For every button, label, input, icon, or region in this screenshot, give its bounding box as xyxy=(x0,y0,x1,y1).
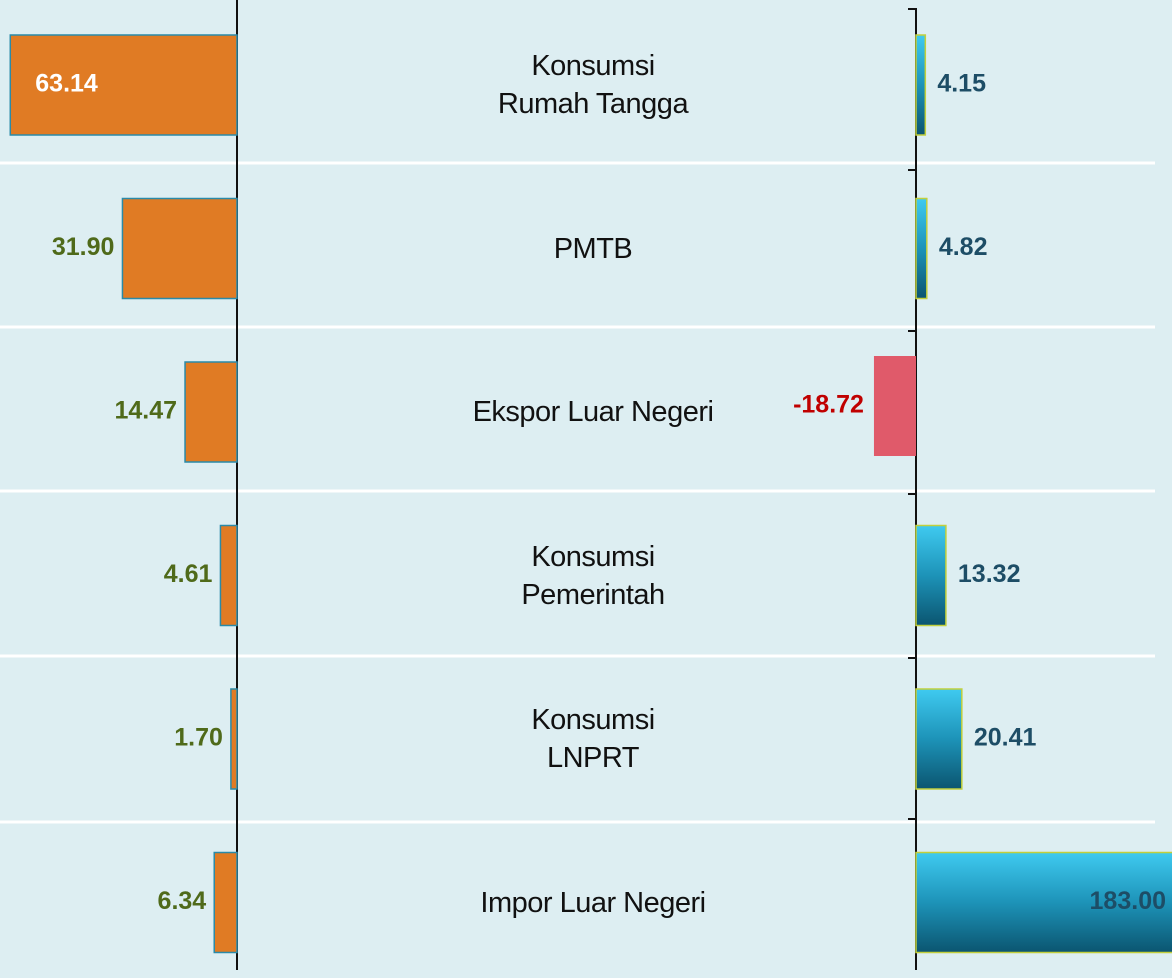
category-label: Konsumsi LNPRT xyxy=(531,704,655,774)
left-bar xyxy=(230,688,238,790)
left-bar xyxy=(9,34,238,136)
right-bar xyxy=(915,524,947,627)
left-value-label: 4.61 xyxy=(164,560,213,588)
right-value-label: 183.00 xyxy=(1090,887,1166,915)
category-label: Konsumsi Pemerintah xyxy=(521,540,665,611)
right-bar xyxy=(915,688,963,790)
left-bar xyxy=(213,851,238,954)
right-bar xyxy=(915,197,928,300)
right-value-label: 4.82 xyxy=(939,233,988,261)
category-label: PMTB xyxy=(553,232,633,265)
left-value-label: 1.70 xyxy=(174,724,223,752)
left-bar xyxy=(184,361,238,463)
category-label: Impor Luar Negeri xyxy=(480,886,706,919)
right-axis-ticks xyxy=(908,8,916,820)
right-value-label: 20.41 xyxy=(974,724,1037,752)
right-value-label: 13.32 xyxy=(958,560,1021,588)
right-value-label: 4.15 xyxy=(937,70,986,98)
category-label: Ekspor Luar Negeri xyxy=(472,396,714,428)
left-value-label: 31.90 xyxy=(52,233,115,261)
left-value-label: 63.14 xyxy=(35,70,98,98)
left-bar xyxy=(121,197,238,300)
right-bar xyxy=(915,851,1172,954)
left-value-label: 6.34 xyxy=(158,887,207,915)
left-value-label: 14.47 xyxy=(114,397,177,425)
category-label: Konsumsi Rumah Tangga xyxy=(497,50,689,120)
left-bar xyxy=(219,524,238,627)
right-value-label: -18.72 xyxy=(793,391,864,419)
right-bar xyxy=(873,356,916,456)
right-bar xyxy=(915,34,927,136)
